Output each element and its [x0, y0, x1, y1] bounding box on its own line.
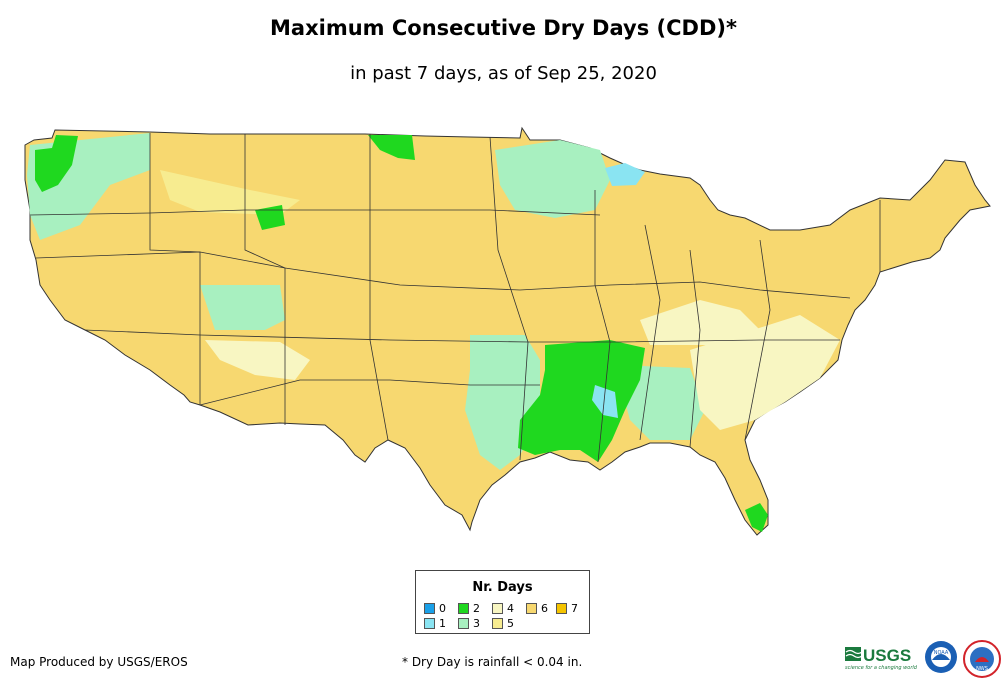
- region-1-day-mississippi: [592, 385, 618, 418]
- usgs-wordmark: USGS: [863, 646, 911, 665]
- legend-item-2: 2: [458, 603, 480, 615]
- legend-swatch: [526, 603, 537, 614]
- border-mountain-line: [244, 134, 286, 425]
- usgs-logo-mark: USGS: [845, 646, 911, 665]
- legend-swatch: [424, 603, 435, 614]
- nws-logo-mark: NWS: [963, 640, 1001, 678]
- border-gulf-tier: [199, 379, 540, 406]
- border-central-tier: [35, 251, 851, 299]
- legend-label: 0: [439, 602, 446, 615]
- us-land: [24, 126, 991, 536]
- usgs-logo: USGS science for a changing world: [843, 641, 919, 673]
- legend-label: 4: [507, 602, 514, 615]
- region-2-day-north-dakota: [368, 135, 415, 160]
- region-3-day-minnesota: [495, 140, 610, 218]
- border-northern-tier: [29, 209, 601, 216]
- region-2-day-florida: [745, 503, 768, 532]
- region-3-day-sw-colorado: [200, 285, 285, 330]
- legend-item-1: 1: [424, 618, 446, 630]
- region-4-day-southeast-coast: [690, 315, 840, 430]
- dry-day-note: * Dry Day is rainfall < 0.04 in.: [402, 655, 583, 669]
- border-atlantic-line: [744, 239, 771, 441]
- legend-item-3: 3: [458, 618, 480, 630]
- legend-swatch: [492, 603, 503, 614]
- region-2-day-washington: [35, 135, 78, 192]
- nws-logo: NWS: [963, 640, 1001, 682]
- legend: Nr. Days 0 1 2 3 4 5 6 7: [415, 570, 590, 634]
- legend-label: 3: [473, 617, 480, 630]
- noaa-logo-mark: NOAA: [925, 641, 957, 673]
- border-east-line: [689, 249, 701, 448]
- border-plains-line: [369, 134, 389, 441]
- border-mississippi-line: [594, 190, 611, 463]
- legend-swatch: [458, 603, 469, 614]
- region-4-day-ohio-valley: [640, 300, 760, 345]
- legend-item-7: 7: [556, 603, 578, 615]
- usgs-tagline: science for a changing world: [845, 665, 917, 671]
- legend-label: 7: [571, 602, 578, 615]
- region-2-day-colorado-rockies: [255, 205, 285, 230]
- nws-wordmark: NWS: [976, 666, 988, 672]
- legend-swatch: [424, 618, 435, 629]
- legend-label: 1: [439, 617, 446, 630]
- border-midwest-line: [489, 136, 529, 461]
- legend-swatch: [458, 618, 469, 629]
- map-title: Maximum Consecutive Dry Days (CDD)*: [270, 16, 737, 40]
- credit-text: Map Produced by USGS/EROS: [10, 655, 188, 669]
- legend-item-6: 6: [526, 603, 548, 615]
- noaa-wordmark: NOAA: [934, 650, 949, 656]
- legend-title: Nr. Days: [472, 580, 533, 595]
- region-5-day-montana: [160, 170, 300, 215]
- region-1-day-wisconsin: [605, 163, 645, 186]
- map-subtitle: in past 7 days, as of Sep 25, 2020: [350, 63, 657, 84]
- border-west-line: [149, 133, 201, 405]
- conus-outline: [24, 126, 991, 536]
- cdd-regions: [27, 133, 840, 532]
- legend-label: 2: [473, 602, 480, 615]
- state-borders: [29, 133, 881, 463]
- legend-item-5: 5: [492, 618, 514, 630]
- legend-item-4: 4: [492, 603, 514, 615]
- border-appalachian-line: [639, 224, 661, 441]
- legend-swatch: [492, 618, 503, 629]
- region-4-day-arizona: [205, 340, 310, 380]
- legend-label: 5: [507, 617, 514, 630]
- legend-swatch: [556, 603, 567, 614]
- region-2-day-lower-mississippi: [518, 340, 645, 462]
- noaa-logo: NOAA: [924, 640, 958, 678]
- legend-item-0: 0: [424, 603, 446, 615]
- legend-label: 6: [541, 602, 548, 615]
